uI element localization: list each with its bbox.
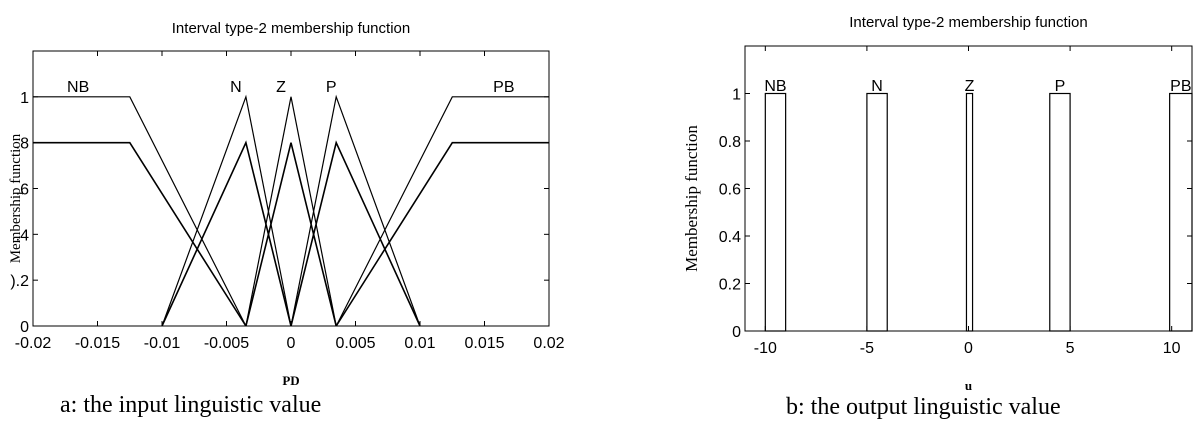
x-tick-label: -0.005 [204,335,249,352]
y-axis-label: Membership function [8,133,24,263]
bar-z [965,92,974,332]
x-tick-label: 5 [1066,340,1075,357]
mf-z-lower [245,142,337,327]
mf-z-upper [245,96,337,327]
mf-p-lower [290,140,421,327]
input-mf-chart: Interval type-2 membership function -0.02… [8,20,565,388]
mf-nb-upper [33,96,247,327]
mf-p-upper [290,94,421,327]
mf-label-pb: PB [493,79,514,96]
mf-pb-lower [335,141,549,327]
bar-label-n: N [871,78,883,95]
x-tick-label: 0.01 [404,335,435,352]
mf-n-lower [161,140,292,327]
bar-label-nb: NB [764,78,786,95]
bar-n [866,92,888,332]
x-tick-label: -0.01 [144,335,181,352]
y-tick-label: 1 [732,87,741,104]
mf-n-upper [161,94,292,327]
x-axis-label: u [965,378,972,393]
y-tick-label: 0.2 [719,277,741,294]
plot-frame [32,50,550,327]
y-tick-label: .8 [16,136,29,153]
y-tick-label: 0.4 [719,229,741,246]
x-tick-label: -0.015 [75,335,120,352]
y-tick-label: 0 [20,319,29,336]
x-tick-label: 0.005 [335,335,375,352]
caption-a: a: the input linguistic value [60,392,322,418]
bar-label-p: P [1055,78,1066,95]
bar-label-pb: PB [1170,78,1191,95]
mf-pb-upper [335,96,549,327]
y-tick-label: 1 [20,90,29,107]
y-axis-label: Membership function [682,125,701,272]
x-tick-label: 10 [1163,340,1181,357]
chart-title: Interval type-2 membership function [172,20,410,37]
y-tick-label: 0 [732,324,741,341]
mf-label-p: P [326,79,337,96]
mf-label-nb: NB [67,79,89,96]
bar-p [1049,92,1071,332]
x-tick-label: 0.015 [464,335,504,352]
x-tick-label: 0.02 [533,335,564,352]
mf-nb-lower [33,141,247,327]
bar-pb [1169,92,1193,332]
y-tick-label: 0.6 [719,182,741,199]
y-tick-label: 0.8 [719,134,741,151]
y-tick-label: ).2 [10,273,29,290]
x-tick-label: -5 [860,340,874,357]
x-tick-label: -0.02 [15,335,52,352]
chart-title: Interval type-2 membership function [849,14,1087,31]
caption-b: b: the output linguistic value [786,394,1061,420]
y-tick-label: .4 [16,227,29,244]
y-tick-label: .6 [16,182,29,199]
bar-nb [764,92,787,332]
bar-label-z: Z [965,78,975,95]
x-axis-label: PD [282,373,299,388]
x-tick-label: -10 [754,340,777,357]
x-tick-label: 0 [287,335,296,352]
mf-label-z: Z [276,79,286,96]
x-tick-label: 0 [964,340,973,357]
mf-label-n: N [230,79,242,96]
output-mf-chart: Interval type-2 membership function -10 -5… [682,14,1193,393]
